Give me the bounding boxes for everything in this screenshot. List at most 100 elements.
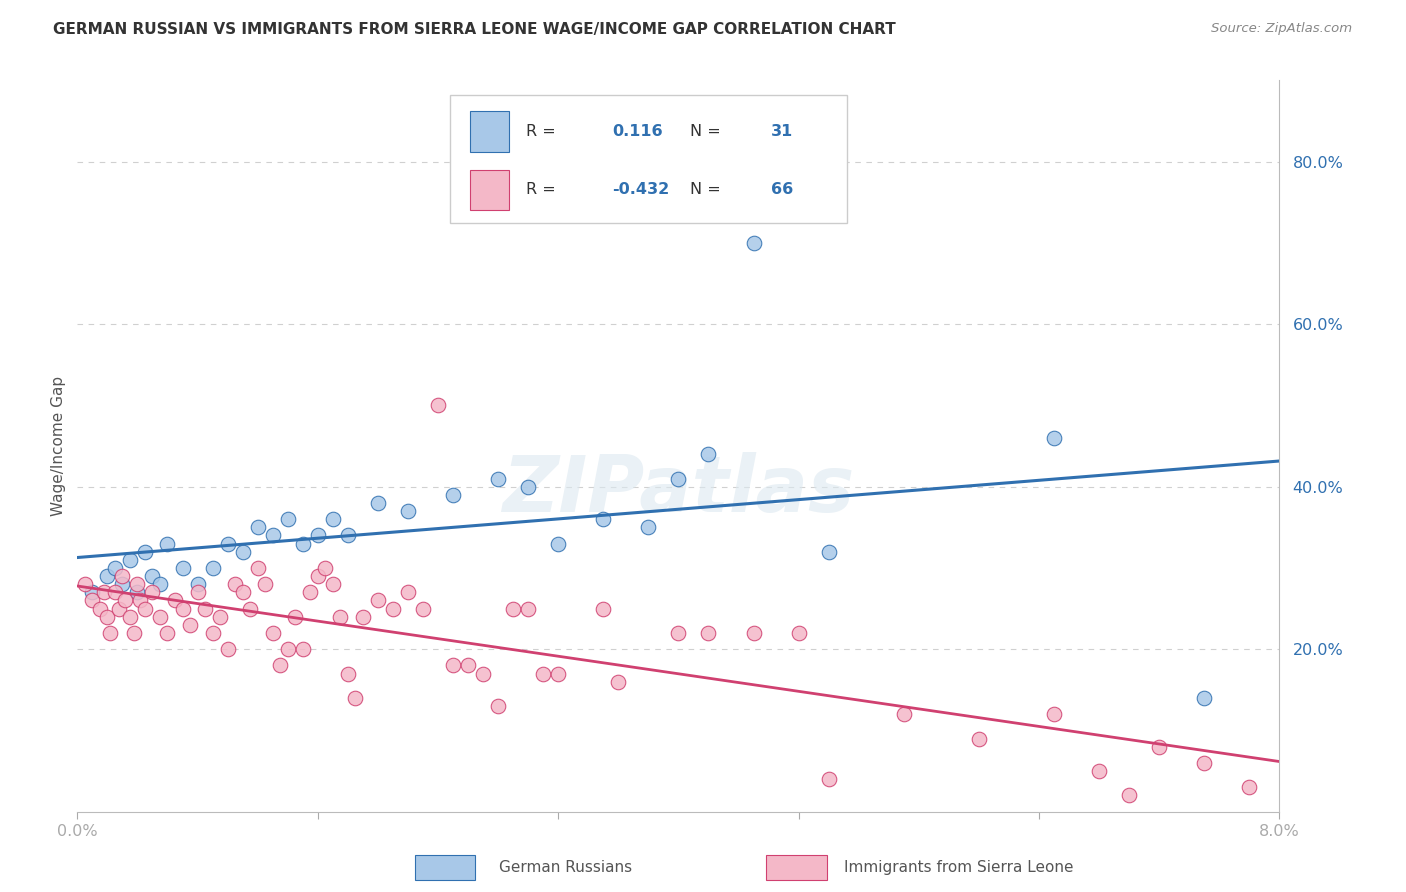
Point	[336, 666, 359, 681]
Point	[209, 609, 232, 624]
Point	[472, 666, 495, 681]
Point	[607, 674, 630, 689]
Point	[502, 601, 524, 615]
Point	[111, 569, 134, 583]
Point	[457, 658, 479, 673]
Point	[232, 585, 254, 599]
Text: 66: 66	[770, 183, 793, 197]
Point	[344, 690, 367, 705]
Point	[307, 528, 329, 542]
Point	[141, 569, 163, 583]
FancyBboxPatch shape	[471, 112, 509, 152]
Point	[697, 626, 720, 640]
Point	[246, 520, 269, 534]
FancyBboxPatch shape	[471, 169, 509, 211]
Point	[89, 601, 111, 615]
Point	[127, 585, 149, 599]
Point	[277, 512, 299, 526]
Point	[201, 626, 224, 640]
Text: R =: R =	[526, 183, 555, 197]
Point	[517, 480, 540, 494]
Point	[114, 593, 136, 607]
Text: R =: R =	[526, 124, 555, 139]
Point	[427, 398, 450, 412]
Point	[742, 235, 765, 250]
Point	[172, 561, 194, 575]
Point	[1194, 690, 1216, 705]
Text: Immigrants from Sierra Leone: Immigrants from Sierra Leone	[844, 860, 1073, 874]
Text: -0.432: -0.432	[612, 183, 669, 197]
Point	[239, 601, 262, 615]
Point	[668, 471, 690, 485]
Point	[697, 447, 720, 461]
Point	[217, 536, 239, 550]
Point	[291, 642, 314, 657]
Text: 31: 31	[770, 124, 793, 139]
Point	[817, 544, 839, 558]
Point	[82, 585, 104, 599]
Text: ZIPatlas: ZIPatlas	[502, 452, 855, 528]
Point	[124, 626, 146, 640]
Point	[254, 577, 277, 591]
Point	[73, 577, 96, 591]
Point	[262, 528, 284, 542]
Point	[1239, 780, 1261, 795]
Point	[108, 601, 131, 615]
Point	[277, 642, 299, 657]
Point	[100, 626, 122, 640]
Point	[134, 601, 156, 615]
Y-axis label: Wage/Income Gap: Wage/Income Gap	[51, 376, 66, 516]
Point	[486, 471, 509, 485]
Point	[96, 609, 118, 624]
Point	[149, 609, 172, 624]
Point	[262, 626, 284, 640]
Point	[82, 593, 104, 607]
Point	[104, 561, 127, 575]
Point	[352, 609, 374, 624]
Point	[129, 593, 152, 607]
Text: GERMAN RUSSIAN VS IMMIGRANTS FROM SIERRA LEONE WAGE/INCOME GAP CORRELATION CHART: GERMAN RUSSIAN VS IMMIGRANTS FROM SIERRA…	[53, 22, 896, 37]
Point	[441, 488, 464, 502]
Point	[1118, 789, 1140, 803]
Point	[299, 585, 322, 599]
Point	[291, 536, 314, 550]
Point	[1149, 739, 1171, 754]
Point	[156, 536, 179, 550]
Point	[156, 626, 179, 640]
Point	[1043, 431, 1066, 445]
Point	[179, 617, 201, 632]
Point	[329, 609, 352, 624]
Point	[486, 699, 509, 714]
Point	[412, 601, 434, 615]
Point	[322, 577, 344, 591]
Point	[396, 585, 419, 599]
Point	[269, 658, 291, 673]
Point	[668, 626, 690, 640]
Point	[787, 626, 810, 640]
Point	[396, 504, 419, 518]
Point	[637, 520, 659, 534]
Point	[201, 561, 224, 575]
Point	[186, 585, 209, 599]
Point	[246, 561, 269, 575]
Point	[104, 585, 127, 599]
Point	[118, 609, 141, 624]
Point	[381, 601, 404, 615]
Point	[307, 569, 329, 583]
Text: 0.116: 0.116	[612, 124, 662, 139]
Point	[284, 609, 307, 624]
Point	[111, 577, 134, 591]
Point	[96, 569, 118, 583]
Point	[93, 585, 115, 599]
Point	[172, 601, 194, 615]
Point	[367, 593, 389, 607]
Text: German Russians: German Russians	[499, 860, 633, 874]
Point	[134, 544, 156, 558]
Point	[441, 658, 464, 673]
Text: N =: N =	[690, 183, 721, 197]
Point	[1194, 756, 1216, 770]
Point	[314, 561, 336, 575]
Point	[592, 512, 614, 526]
Point	[194, 601, 217, 615]
Point	[224, 577, 246, 591]
